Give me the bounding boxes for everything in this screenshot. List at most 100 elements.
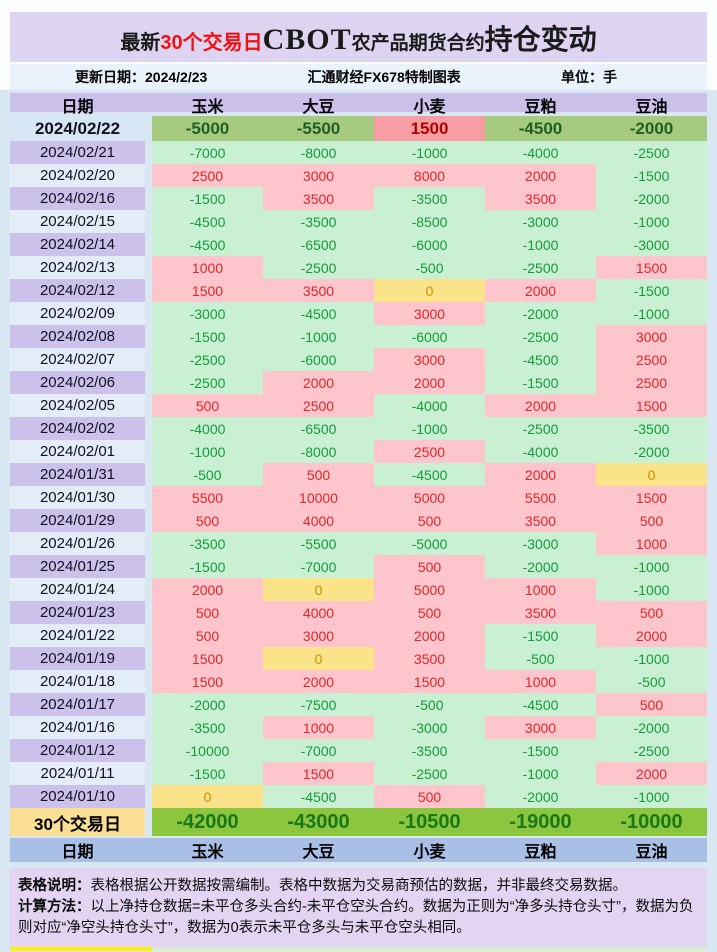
value-cell: -1000 [485,762,596,785]
date-cell: 2024/02/16 [10,187,145,210]
value-cell: -5500 [263,532,374,555]
value-cell: 2500 [263,394,374,417]
notes-text-1: 表格根据公开数据按需编制。表格中数据为交易商预估的数据，并非最终交易数据。 [90,878,628,894]
value-cell: 500 [152,624,263,647]
date-cell: 2024/01/26 [10,532,145,555]
table-row: 2024/02/01 -1000 -8000 2500 -4000 -2000 [10,440,707,463]
value-cell: 500 [374,509,485,532]
date-cell: 2024/02/07 [10,348,145,371]
date-cell: 2024/02/21 [10,141,145,164]
value-cell: 3500 [263,187,374,210]
table-row: 2024/02/08 -1500 -1000 -6000 -2500 3000 [10,325,707,348]
value-cell: 3000 [263,164,374,187]
table-row: 2024/02/05 500 2500 -4000 2000 1500 [10,394,707,417]
date-cell: 2024/02/01 [10,440,145,463]
col-header-wheat: 小麦 [413,99,446,116]
value-cell: 2500 [596,371,707,394]
footer-col-soyoil: 豆油 [635,844,668,861]
date-cell: 2024/02/09 [10,302,145,325]
date-cell: 2024/01/29 [10,509,145,532]
value-cell: -6000 [263,348,374,371]
value-cell: -1500 [152,555,263,578]
value-cell: 0 [596,463,707,486]
value-cell: 3000 [374,348,485,371]
value-cell: -3500 [374,739,485,762]
table-body: 2024/02/22 -5000 -5500 1500 -4500 -2000 2024/0… [0,116,717,808]
value-cell: -1000 [596,578,707,601]
value-cell: -7500 [263,693,374,716]
value-cell: -2000 [596,440,707,463]
value-cell: -2000 [596,116,707,141]
value-cell: -2500 [485,417,596,440]
summary-row: 30个交易日 -42000 -43000 -10500 -19000 -1000… [10,808,707,836]
value-cell: 500 [152,601,263,624]
date-cell: 2024/01/25 [10,555,145,578]
value-cell: 500 [152,394,263,417]
value-cell: 500 [374,601,485,624]
value-cell: -1500 [485,371,596,394]
value-cell: -2000 [485,785,596,808]
value-cell: -1500 [485,624,596,647]
value-cell: -8000 [263,141,374,164]
table-row: 2024/01/19 1500 0 3500 -500 -1000 [10,647,707,670]
value-cell: 500 [596,601,707,624]
value-cell: 1500 [596,394,707,417]
value-cell: -3000 [485,210,596,233]
date-cell: 2024/02/06 [10,371,145,394]
value-cell: -4500 [485,348,596,371]
value-cell: 1000 [596,532,707,555]
notes-line-2: 计算方法：以上净持仓数据=未平仓多头合约-未平仓空头合约。数据为正则为“净多头持… [18,897,695,939]
table-row: 2024/01/23 500 4000 500 3500 500 [10,601,707,624]
value-cell: 1000 [485,578,596,601]
value-cell: 3500 [485,601,596,624]
value-cell: -6500 [263,233,374,256]
table-row: 2024/01/12 -10000 -7000 -3500 -1500 -2500 [10,739,707,762]
table-row: 2024/01/26 -3500 -5500 -5000 -3000 1000 [10,532,707,555]
value-cell: 3500 [263,279,374,302]
table-row: 2024/02/09 -3000 -4500 3000 -2000 -1000 [10,302,707,325]
table-row: 2024/02/14 -4500 -6500 -6000 -1000 -3000 [10,233,707,256]
table-row: 2024/01/30 5500 10000 5000 5500 1500 [10,486,707,509]
value-cell: 3000 [485,716,596,739]
value-cell: -1500 [596,279,707,302]
summary-value-soymeal: -19000 [485,808,596,836]
value-cell: -3500 [374,187,485,210]
value-cell: -1000 [374,141,485,164]
summary-value-soybean: -43000 [263,808,374,836]
date-cell: 2024/02/14 [10,233,145,256]
table-row: 2024/01/22 500 3000 2000 -1500 2000 [10,624,707,647]
col-header-soymeal: 豆粕 [524,99,557,116]
value-cell: -2000 [152,693,263,716]
date-cell: 2024/01/31 [10,463,145,486]
value-cell: -500 [485,647,596,670]
value-cell: -6500 [263,417,374,440]
title-prefix: 最新 [120,32,161,54]
next-section-label-stub [10,947,152,951]
value-cell: 500 [152,509,263,532]
value-cell: -4500 [152,233,263,256]
value-cell: 5000 [374,578,485,601]
value-cell: 3000 [596,325,707,348]
value-cell: -8000 [263,440,374,463]
value-cell: -2000 [596,716,707,739]
value-cell: -2500 [485,325,596,348]
value-cell: -7000 [152,141,263,164]
value-cell: -4500 [374,463,485,486]
value-cell: 1000 [263,716,374,739]
unit-label: 单位：手 [561,69,617,85]
table-row: 2024/01/31 -500 500 -4500 2000 0 [10,463,707,486]
title-highlight: 30个交易日 [160,32,263,54]
value-cell: -4500 [263,302,374,325]
footer-col-wheat: 小麦 [413,844,446,861]
value-cell: -4500 [263,785,374,808]
col-header-corn: 玉米 [191,99,224,116]
summary-label: 30个交易日 [10,808,145,836]
value-cell: 1500 [152,647,263,670]
value-cell: 4000 [263,509,374,532]
footer-col-date: 日期 [61,844,94,861]
date-cell: 2024/02/15 [10,210,145,233]
notes-label-1: 表格说明： [18,878,91,894]
value-cell: -2000 [596,187,707,210]
next-section-stub [10,947,707,951]
next-section-body-stub [152,947,707,951]
